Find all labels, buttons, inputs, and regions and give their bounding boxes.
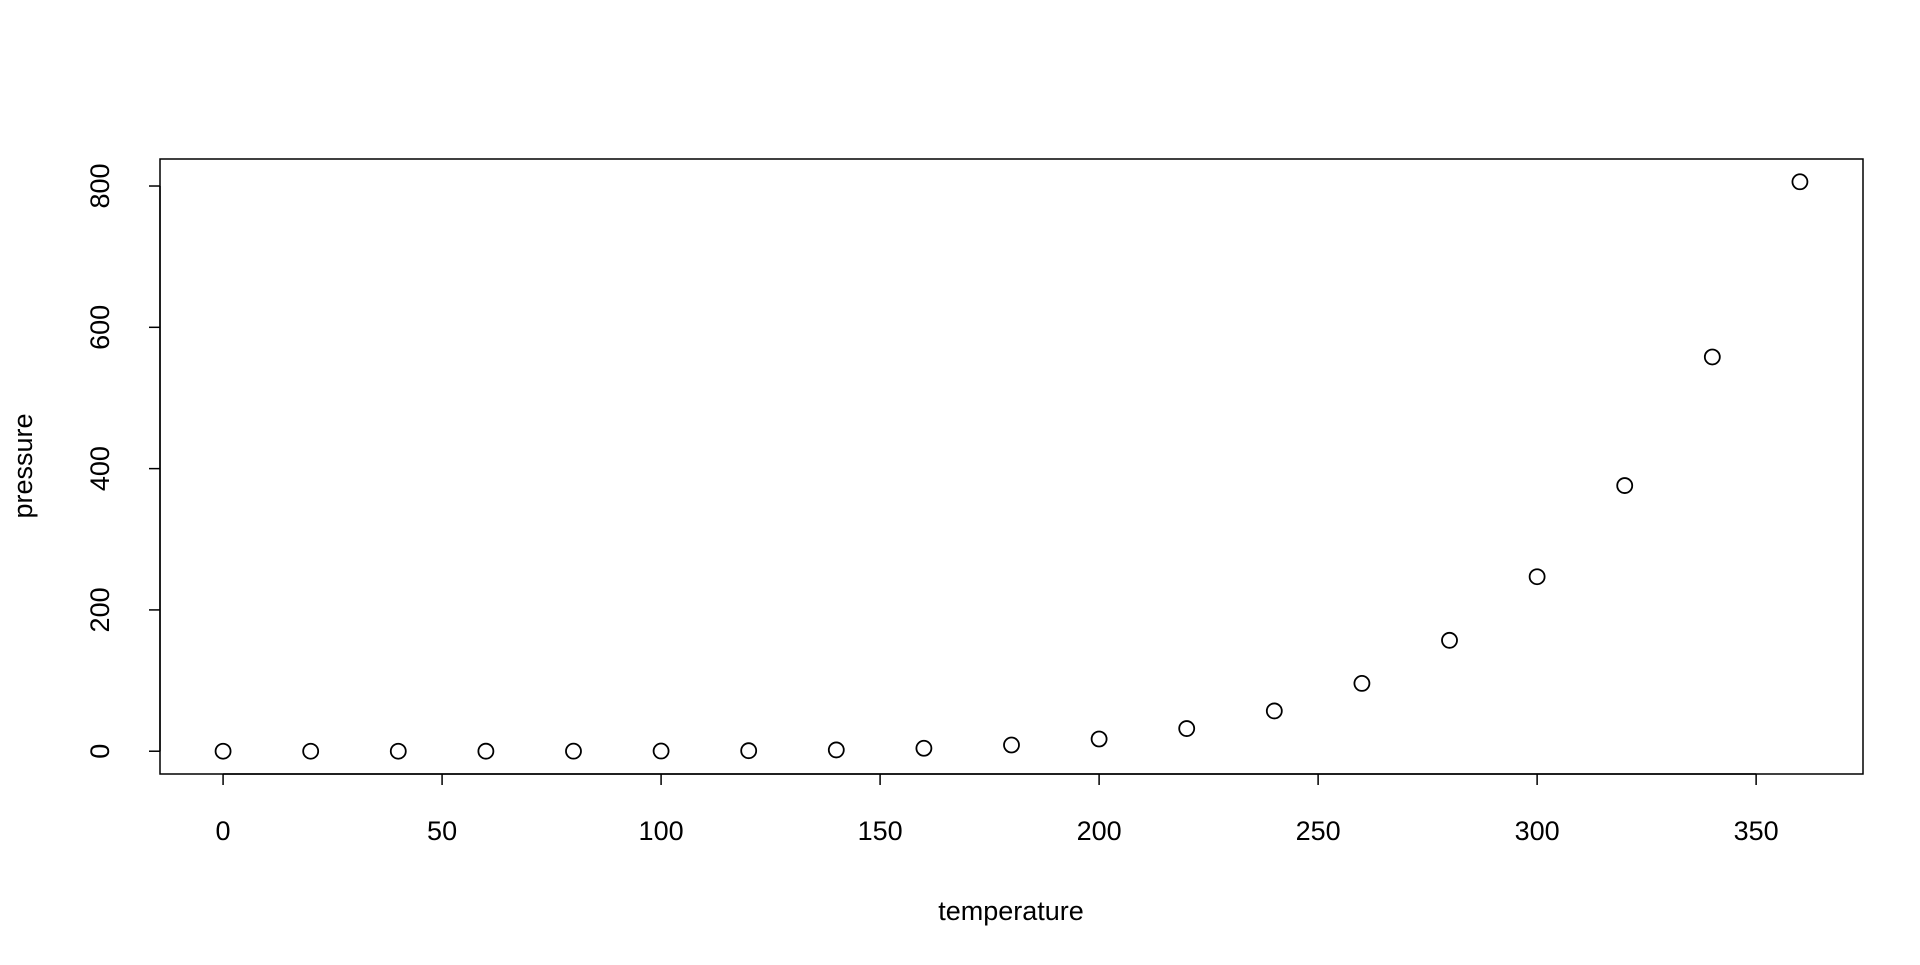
x-tick-label: 300	[1515, 816, 1560, 846]
point	[1791, 173, 1809, 191]
point	[1353, 674, 1371, 692]
y-tick-label: 600	[85, 305, 115, 350]
point	[740, 742, 758, 760]
point	[1265, 702, 1283, 720]
point	[1703, 348, 1721, 366]
point	[1178, 720, 1196, 737]
x-tick-label: 250	[1296, 816, 1341, 846]
y-tick-label: 800	[85, 163, 115, 208]
x-tick-label: 350	[1734, 816, 1779, 846]
point	[915, 739, 933, 757]
point	[1528, 568, 1546, 586]
point	[1441, 631, 1458, 649]
point	[1003, 736, 1020, 754]
point	[652, 742, 670, 760]
y-tick-label: 400	[85, 446, 115, 491]
y-tick-label: 0	[85, 744, 115, 759]
point	[827, 741, 845, 759]
y-axis-title: pressure	[8, 413, 38, 518]
point	[1616, 477, 1634, 494]
point	[477, 742, 495, 760]
point	[214, 742, 232, 760]
x-tick-label: 200	[1077, 816, 1122, 846]
x-tick-label: 50	[427, 816, 457, 846]
point	[389, 742, 407, 760]
point	[302, 742, 320, 760]
x-axis-title: temperature	[938, 896, 1084, 926]
y-tick-label: 200	[85, 587, 115, 632]
plot-box	[159, 158, 1864, 775]
x-tick-label: 150	[858, 816, 903, 846]
x-tick-label: 100	[639, 816, 684, 846]
point	[565, 742, 582, 760]
point	[1090, 730, 1108, 748]
x-tick-label: 0	[216, 816, 231, 846]
